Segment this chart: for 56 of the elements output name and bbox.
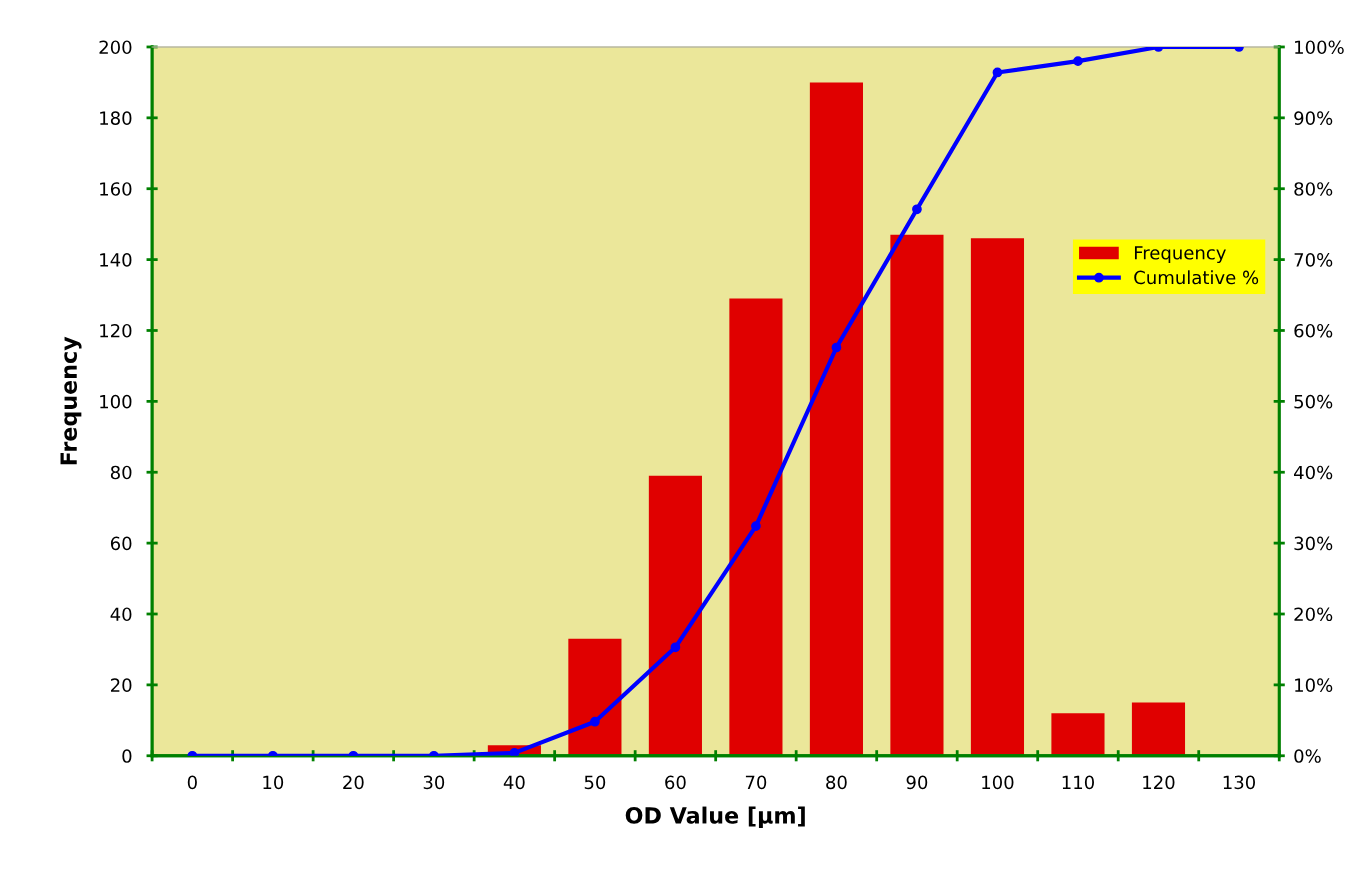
y2-tick-label: 50% (1294, 394, 1333, 409)
point (831, 342, 842, 353)
y2-tick-label: 70% (1294, 253, 1333, 267)
y-tick-label: 120 (100, 323, 132, 338)
y-tick-label: 40 (110, 607, 132, 622)
x-tick-label: 110 (1062, 775, 1094, 790)
y-tick-label: 80 (110, 465, 132, 480)
x-axis-title: OD Value [µm] (625, 806, 805, 829)
point (751, 521, 761, 531)
point (1073, 56, 1083, 66)
x-tick-label: 70 (745, 775, 767, 790)
y-tick-label: 160 (100, 182, 132, 196)
y2-tick-label: 20% (1294, 607, 1333, 622)
y2-tick-label: 60% (1294, 323, 1333, 338)
y2-tick-label: 80% (1294, 182, 1333, 196)
bar (729, 298, 783, 756)
point (992, 67, 1003, 78)
legend-label: Cumulative % (1134, 270, 1259, 285)
x-tick-label: 30 (423, 775, 445, 790)
bar (809, 82, 863, 756)
y-tick-label: 200 (99, 40, 132, 55)
x-tick-label: 0 (187, 775, 197, 790)
y2-tick-label: 40% (1294, 465, 1333, 480)
y2-tick-label: 100% (1295, 40, 1344, 55)
x-tick-label: 90 (906, 775, 928, 790)
y-tick-label: 100 (100, 394, 132, 409)
bar (568, 638, 622, 756)
bar (1051, 713, 1105, 756)
y2-tick-label: 30% (1294, 536, 1333, 551)
point (590, 716, 600, 727)
y-axis-title: Frequency (60, 336, 82, 465)
bar (1131, 702, 1186, 756)
x-tick-label: 40 (503, 775, 525, 790)
point (912, 204, 922, 215)
y-tick-label: 140 (100, 253, 132, 267)
y-tick-label: 180 (100, 111, 132, 125)
x-tick-label: 60 (665, 775, 686, 790)
y-tick-label: 20 (111, 678, 132, 692)
legend-label: Frequency (1134, 246, 1226, 264)
y2-tick-label: 10% (1295, 678, 1333, 692)
bar (648, 475, 702, 756)
y-tick-label: 0 (122, 749, 132, 763)
x-tick-label: 10 (263, 775, 284, 790)
bar (970, 238, 1025, 756)
point (670, 642, 681, 653)
x-tick-label: 20 (343, 775, 364, 790)
y2-tick-label: 90% (1294, 111, 1333, 125)
y-tick-label: 60 (110, 536, 132, 551)
bar (890, 234, 944, 756)
x-tick-label: 80 (826, 775, 847, 790)
x-tick-label: 100 (982, 775, 1014, 790)
point (509, 748, 520, 756)
y2-tick-label: 0% (1294, 749, 1321, 763)
x-tick-label: 120 (1143, 775, 1175, 790)
x-tick-label: 130 (1223, 775, 1256, 790)
x-tick-label: 50 (584, 775, 606, 790)
